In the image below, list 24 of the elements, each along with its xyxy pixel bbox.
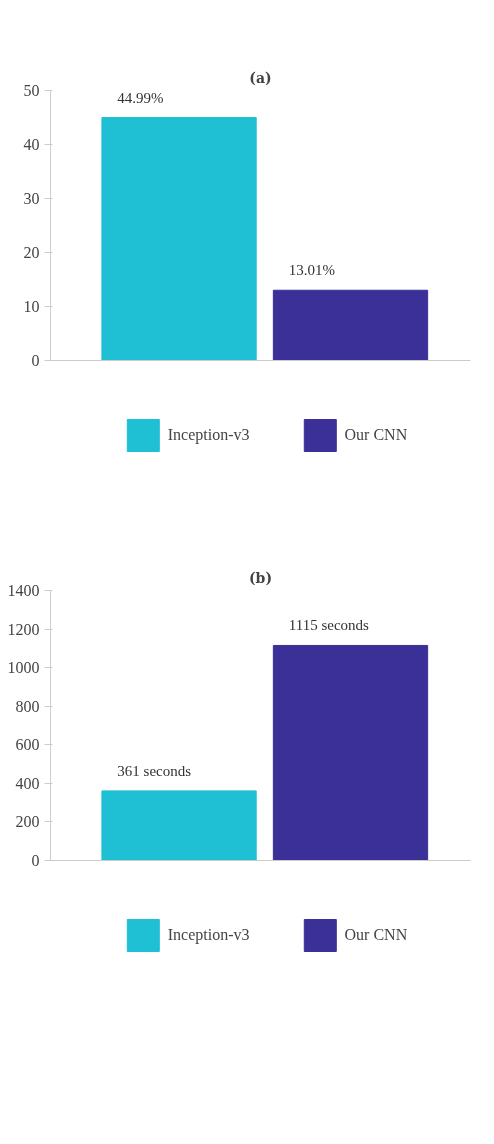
y-tick-label: 0 xyxy=(31,352,40,369)
y-tick-label: 20 xyxy=(23,244,40,261)
legend-label: Inception-v3 xyxy=(167,926,250,944)
y-tick-label: 10 xyxy=(23,298,40,315)
legend-label: Inception-v3 xyxy=(167,426,250,444)
y-tick-label: 1000 xyxy=(7,659,40,677)
y-tick-label: 400 xyxy=(15,774,40,792)
data-label: 361 seconds xyxy=(117,762,192,779)
y-tick-label: 600 xyxy=(15,736,40,754)
data-label: 44.99% xyxy=(117,89,164,106)
y-tick-label: 200 xyxy=(15,813,40,831)
chart-title: (b) xyxy=(248,569,273,586)
y-tick-label: 800 xyxy=(15,697,40,715)
y-tick-label: 30 xyxy=(23,190,40,207)
y-tick-label: 40 xyxy=(23,136,40,153)
y-tick-label: 1400 xyxy=(7,582,40,599)
y-tick-label: 0 xyxy=(31,852,40,869)
chart-title: (a) xyxy=(249,69,272,86)
legend-label: Our CNN xyxy=(344,926,408,944)
data-label: 13.01% xyxy=(288,262,336,279)
data-label: 1115 seconds xyxy=(288,617,370,634)
y-tick-label: 1200 xyxy=(7,620,40,638)
y-tick-label: 50 xyxy=(23,82,40,99)
legend-label: Our CNN xyxy=(344,426,408,444)
